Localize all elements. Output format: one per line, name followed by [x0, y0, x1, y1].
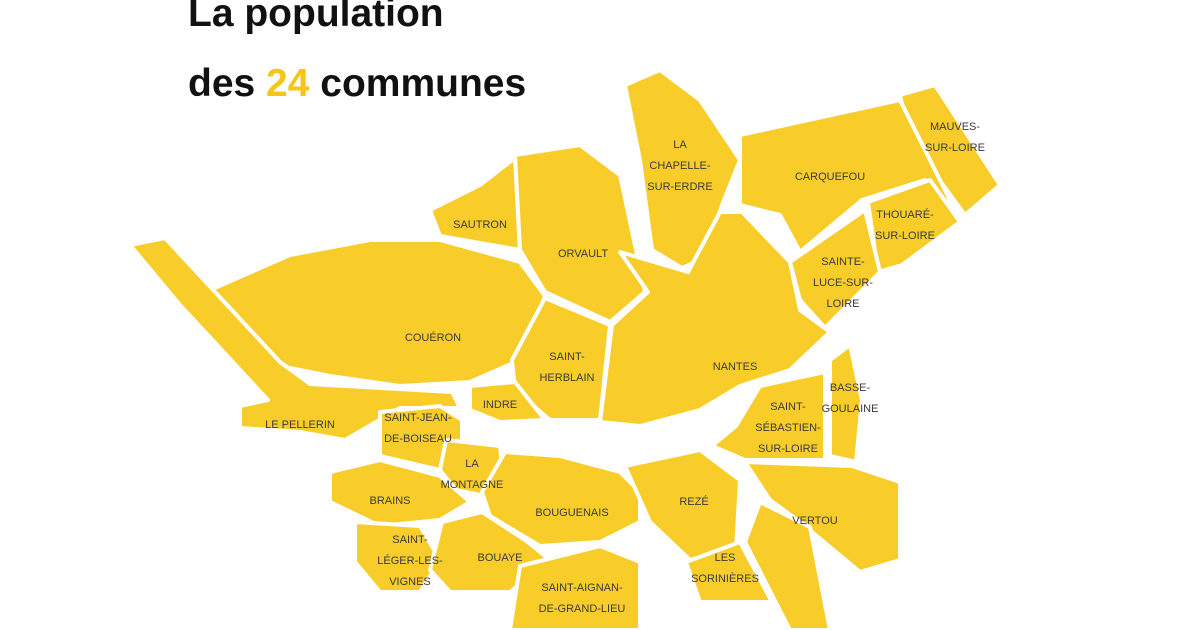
commune-label: LOIRE: [826, 298, 859, 310]
commune-label: LA: [465, 458, 479, 470]
commune-label: GOULAINE: [822, 403, 879, 415]
commune-label: BASSE-: [830, 382, 871, 394]
commune-label: SAINTE-: [821, 256, 865, 268]
commune-label: BOUAYE: [477, 552, 522, 564]
commune-label: SAINT-: [392, 534, 428, 546]
commune-label: VIGNES: [389, 576, 431, 588]
commune-shape: [353, 520, 442, 594]
commune-label: LES: [715, 552, 736, 564]
title-text: des: [188, 62, 255, 105]
commune-shape: [480, 450, 642, 548]
commune-label: ORVAULT: [558, 248, 608, 260]
commune-shape: [513, 143, 647, 324]
commune-shape: [428, 156, 522, 252]
commune-label: SAINT-: [549, 351, 585, 363]
commune-label: SAINT-: [770, 401, 806, 413]
commune-label: VERTOU: [792, 515, 837, 527]
commune-label: SUR-LOIRE: [758, 443, 818, 455]
commune-shape: [738, 98, 957, 254]
commune-label: NANTES: [713, 361, 758, 373]
title-line: des 24 communes: [188, 62, 526, 105]
commune-label: DE-GRAND-LIEU: [539, 603, 626, 615]
commune-label: COUÉRON: [405, 331, 461, 344]
communes: [128, 68, 1002, 630]
commune-shape: [468, 380, 547, 424]
commune-label: SAUTRON: [453, 219, 507, 231]
commune-label: SUR-ERDRE: [647, 181, 712, 193]
commune-label: SAINT-AIGNAN-: [541, 582, 623, 594]
commune-label: DE-BOISEAU: [384, 433, 452, 445]
commune-label: THOUARÉ-: [876, 208, 934, 221]
commune-label: LE PELLERIN: [265, 419, 335, 431]
title-number: 24: [266, 62, 310, 105]
commune-label: CHAPELLE-: [649, 160, 710, 172]
labels: LA CHAPELLE- SUR-ERDRE CARQUEFOU MAUVES- SUR-…: [265, 121, 985, 615]
commune-label: SAINT-JEAN-: [384, 412, 452, 424]
commune-shape: [508, 544, 642, 630]
commune-shape: [684, 540, 774, 604]
commune-label: LUCE-SUR-: [813, 277, 873, 289]
title-text: communes: [320, 62, 526, 105]
commune-shape: [328, 458, 472, 528]
commune-label: SUR-LOIRE: [925, 142, 985, 154]
commune-label: MAUVES-: [930, 121, 980, 133]
commune-label: CARQUEFOU: [795, 171, 865, 183]
commune-label: BRAINS: [370, 495, 411, 507]
commune-shape: [598, 210, 832, 428]
commune-shape: [828, 343, 864, 464]
commune-label: REZÉ: [679, 495, 708, 508]
commune-label: SUR-LOIRE: [875, 230, 935, 242]
commune-shape: [128, 236, 462, 442]
title-line: La population: [188, 0, 444, 35]
commune-label: BOUGUENAIS: [535, 507, 608, 519]
commune-shape: [743, 500, 832, 630]
commune-label: SÉBASTIEN-: [755, 421, 821, 434]
commune-shape: [743, 460, 902, 574]
commune-label: INDRE: [483, 399, 517, 411]
commune-label: LÉGER-LES-: [377, 554, 443, 567]
commune-label: LA: [673, 139, 687, 151]
commune-label: HERBLAIN: [539, 372, 594, 384]
commune-label: SORINIÈRES: [691, 572, 759, 585]
commune-label: MONTAGNE: [441, 479, 504, 491]
